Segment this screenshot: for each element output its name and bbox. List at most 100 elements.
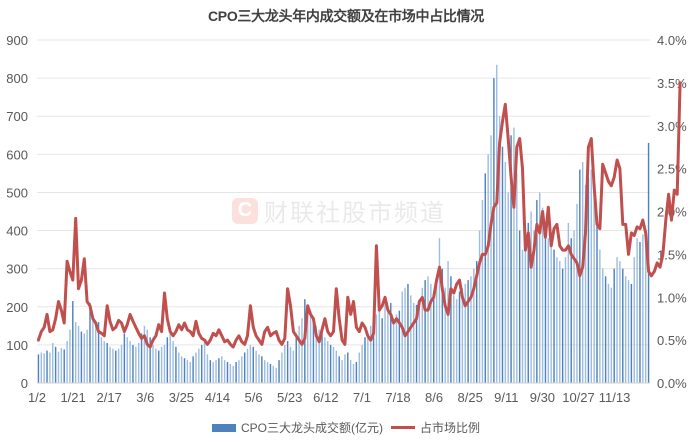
bar [458, 291, 461, 383]
bar [507, 192, 509, 383]
x-tick-label: 4/14 [205, 390, 230, 405]
bar [344, 354, 346, 383]
legend: CPO三大龙头成交额(亿元) 占市场比例 [0, 419, 692, 436]
bar [69, 329, 71, 383]
bar [106, 342, 108, 383]
bar [312, 322, 315, 383]
bar [272, 365, 275, 383]
bar [496, 64, 498, 384]
x-axis: 1/2 1/21 2/17 3/6 3/25 4/14 5/6 5/23 6/12 7/1 7/18… [28, 382, 650, 405]
bar [559, 261, 561, 383]
chart-title: CPO三大龙头年内成交额及在市场中占比情况 [207, 8, 485, 24]
bar [455, 299, 458, 383]
bar [358, 352, 360, 383]
bar [172, 341, 174, 383]
bar [292, 350, 295, 383]
bar [97, 322, 100, 383]
bar [410, 295, 412, 383]
bar [321, 333, 323, 383]
bar [109, 346, 111, 383]
bar [112, 348, 114, 383]
x-tick-label: 9/30 [530, 390, 555, 405]
bar [536, 200, 538, 383]
bar [266, 362, 269, 383]
bar [415, 304, 418, 383]
bar [487, 154, 489, 383]
bar [395, 314, 398, 383]
bar [547, 238, 550, 383]
bar [639, 241, 641, 383]
bar [593, 192, 595, 383]
bar [74, 322, 77, 383]
bar [327, 341, 329, 383]
bar [278, 360, 280, 383]
bar [329, 344, 332, 383]
bar [309, 314, 312, 383]
bar [461, 287, 464, 383]
bar [613, 268, 615, 383]
bar [349, 360, 352, 383]
bar [160, 346, 163, 383]
bar [355, 362, 358, 383]
bar [163, 344, 166, 383]
bar [470, 276, 472, 383]
y-left-tick-label: 900 [6, 33, 28, 48]
y-right-tick-label: 1.0% [657, 290, 687, 305]
bar [524, 238, 527, 383]
x-tick-label: 6/12 [313, 390, 338, 405]
bar [390, 302, 392, 383]
bar [189, 362, 191, 383]
bar [54, 346, 57, 383]
y-axis-left: 0 100 200 300 400 500 600 700 800 900 [6, 33, 28, 391]
bar [146, 329, 148, 383]
bar [103, 341, 106, 383]
bar [149, 337, 151, 383]
x-tick-label: 7/1 [353, 390, 371, 405]
x-tick-label: 1/2 [28, 390, 46, 405]
y-right-tick-label: 0.0% [657, 376, 687, 391]
bar [143, 325, 146, 383]
bar [553, 249, 555, 383]
bar [275, 367, 277, 383]
x-tick-label: 5/6 [245, 390, 263, 405]
x-tick-label: 10/27 [562, 390, 595, 405]
bar [243, 352, 246, 383]
bar [318, 329, 320, 383]
bar [129, 341, 131, 383]
bar [186, 360, 189, 383]
bar [261, 356, 263, 383]
bar [215, 360, 217, 383]
bar [180, 356, 183, 383]
bar [564, 257, 567, 383]
bar [447, 261, 449, 383]
bar [117, 348, 120, 383]
bar [493, 78, 495, 383]
bar [195, 352, 197, 383]
y-right-tick-label: 3.0% [657, 119, 687, 134]
bar [264, 360, 266, 383]
bar [624, 276, 627, 383]
bar [607, 283, 610, 383]
bar [269, 363, 272, 383]
bar [155, 348, 157, 383]
bar [235, 362, 237, 383]
bar [556, 257, 558, 383]
bar [223, 360, 226, 383]
bar [453, 295, 455, 383]
bar [46, 350, 48, 383]
bar [550, 245, 552, 383]
legend-bar-swatch-icon [211, 423, 236, 432]
bar [616, 257, 618, 383]
bar [561, 268, 564, 383]
bar [427, 276, 429, 383]
bar [89, 302, 91, 383]
bar [57, 351, 60, 383]
bar [37, 354, 40, 383]
bar-series-turnover [37, 64, 650, 384]
bar [209, 360, 212, 383]
bar [255, 350, 257, 383]
bar [622, 268, 624, 383]
bar [115, 350, 117, 383]
bar [481, 200, 484, 383]
y-left-tick-label: 200 [6, 300, 28, 315]
